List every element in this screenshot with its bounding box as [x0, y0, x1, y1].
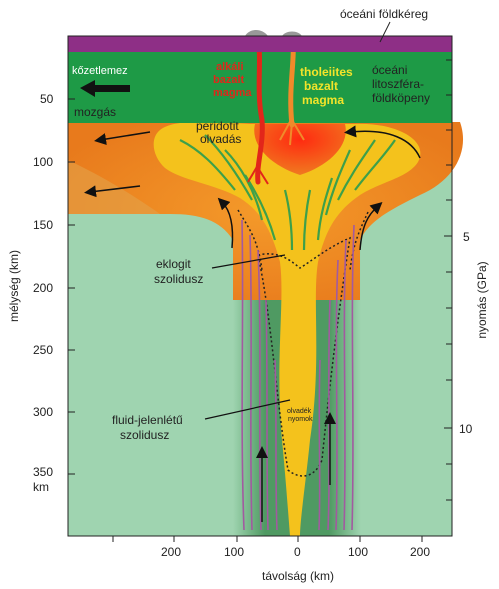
- fluid-leader: [204, 399, 291, 420]
- oceanic-crust-label: óceáni földkéreg: [340, 7, 428, 21]
- green-melt-streaks: [179, 134, 396, 251]
- purple-melt-streaks: [241, 219, 355, 531]
- tholeiite-label-3: magma: [302, 93, 344, 107]
- tholeiite-label-2: bazalt: [304, 79, 338, 93]
- alkali-label-1: alkáli: [216, 61, 244, 73]
- eclogite-label-2: szolidusz: [154, 272, 203, 286]
- fluid-solidus-line: [237, 209, 369, 271]
- left-tick-300: 300: [33, 405, 53, 419]
- plate-motion-arrow: [80, 80, 130, 97]
- alkali-melt-channels: [255, 37, 265, 185]
- left-tick-100: 100: [33, 155, 53, 169]
- bottom-tick-200-left: 200: [161, 545, 181, 559]
- melt-core: [254, 124, 346, 175]
- eclogite-leader: [211, 254, 286, 269]
- fluid-label-2: szolidusz: [120, 428, 169, 442]
- left-axis: [68, 98, 75, 475]
- alkali-label-2: bazalt: [213, 74, 245, 86]
- tholeiite-melt-channels: [288, 37, 296, 128]
- right-axis-title: nyomás (GPa): [475, 261, 489, 338]
- left-tick-200: 200: [33, 281, 53, 295]
- plate-motion-label-1: kőzetlemez: [72, 65, 128, 77]
- lithosphere-label-1: óceáni: [372, 63, 407, 77]
- fluid-label-1: fluid-jelenlétű: [112, 413, 183, 427]
- plate-motion-label-2: mozgás: [74, 105, 116, 119]
- right-axis: [444, 59, 452, 501]
- plume-head: [153, 121, 421, 536]
- oceanic-crust-leader: [379, 21, 391, 43]
- volcano-left: [245, 30, 268, 36]
- peridotite-label-2: olvadás: [200, 132, 241, 146]
- left-tick-250: 250: [33, 343, 53, 357]
- bottom-tick-100-right: 100: [348, 545, 368, 559]
- lithosphere-label-2: litoszféra-: [372, 77, 424, 91]
- left-axis-title: mélység (km): [7, 250, 21, 322]
- oceanic-crust-layer: [68, 36, 452, 52]
- bottom-tick-200-right: 200: [410, 545, 430, 559]
- alkali-label-3: magma: [213, 87, 252, 99]
- flow-arrows: [84, 125, 421, 522]
- peridotite-label-1: peridotit: [196, 119, 239, 133]
- tholeiite-melt-branches: [279, 117, 305, 146]
- right-tick-10: 10: [459, 422, 473, 436]
- bottom-tick-0: 0: [294, 545, 301, 559]
- bottom-axis: [112, 536, 423, 542]
- left-tick-350: 350: [33, 465, 53, 479]
- volcano-right: [282, 31, 302, 36]
- eclogite-solidus-line: [257, 236, 351, 477]
- bottom-tick-100-left: 100: [224, 545, 244, 559]
- lithosphere-label-3: földköpeny: [372, 91, 430, 105]
- left-axis-unit: km: [33, 480, 49, 494]
- right-tick-5: 5: [463, 230, 470, 244]
- halo-fade-left: [68, 160, 160, 214]
- left-tick-150: 150: [33, 218, 53, 232]
- melt-traces-label-2: nyomok: [288, 416, 313, 423]
- eclogite-label-1: eklogit: [156, 257, 191, 271]
- alkali-melt-branches: [247, 164, 269, 185]
- bottom-axis-title: távolság (km): [262, 569, 334, 583]
- melt-traces-label-1: olvadék: [287, 408, 312, 415]
- tholeiite-label-1: tholeiites: [300, 65, 353, 79]
- plot-frame: [67, 35, 453, 537]
- left-tick-50: 50: [40, 92, 54, 106]
